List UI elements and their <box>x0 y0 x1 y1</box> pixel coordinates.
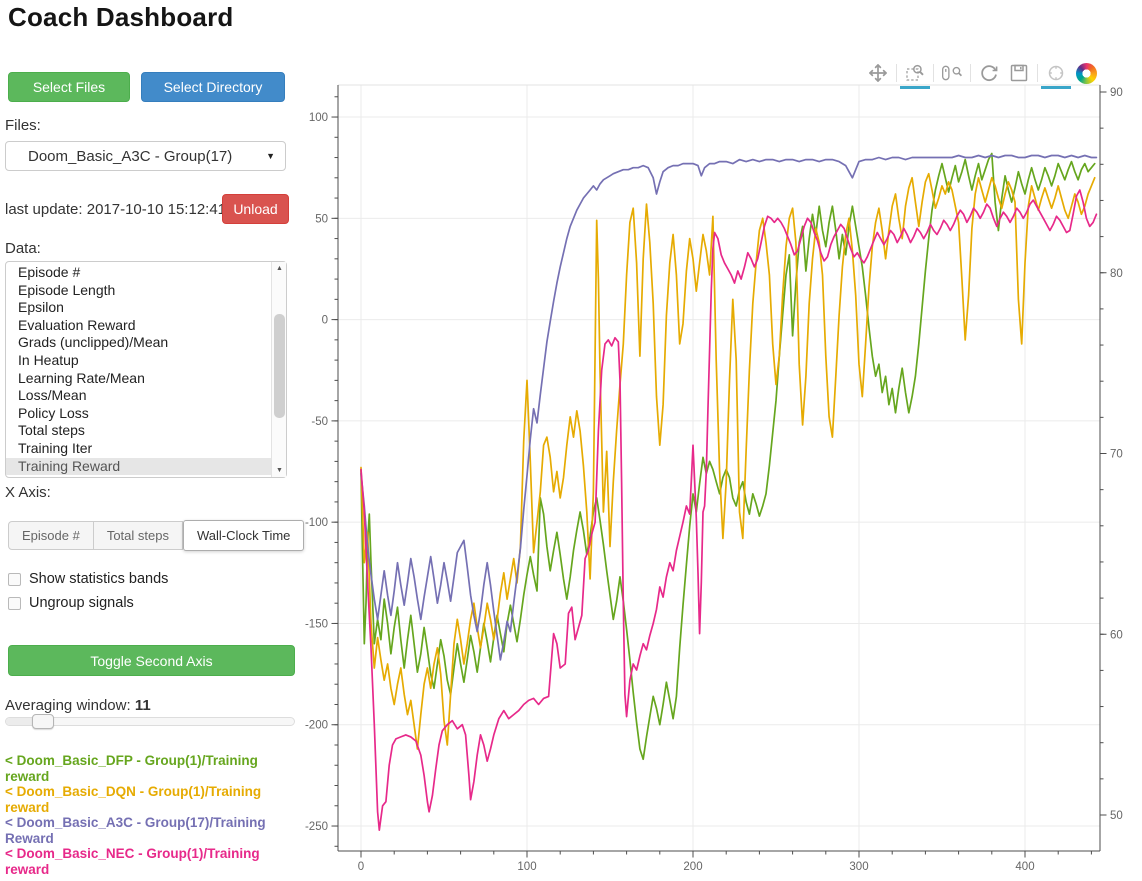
scroll-down-icon[interactable]: ▼ <box>276 467 283 474</box>
data-list-item[interactable]: Grads (unclipped)/Mean <box>18 334 169 351</box>
x-tick-label: 400 <box>1015 861 1034 873</box>
files-label: Files: <box>5 117 41 134</box>
data-list-scrollbar[interactable]: ▲ ▼ <box>271 262 286 477</box>
x-tick-label: 0 <box>358 861 364 873</box>
toolbar-separator <box>896 64 897 82</box>
data-list-item[interactable]: Learning Rate/Mean <box>18 369 145 386</box>
y-tick-label: 50 <box>315 213 328 225</box>
x-tick-label: 100 <box>517 861 536 873</box>
y-tick-label: 0 <box>322 315 328 327</box>
active-tool-underline <box>900 86 930 89</box>
series-line-doom_basic_nec <box>360 189 1098 831</box>
y2-tick-label: 70 <box>1110 449 1123 461</box>
x-axis-option-wall-clock-time[interactable]: Wall-Clock Time <box>182 520 305 551</box>
averaging-window-row: Averaging window: 11 <box>5 697 151 714</box>
series-line-doom_basic_dqn <box>360 172 1096 750</box>
data-list-item[interactable]: In Heatup <box>18 351 79 368</box>
save-icon[interactable] <box>1007 61 1031 85</box>
x-tick-label: 200 <box>683 861 702 873</box>
show-statistics-bands-row[interactable]: Show statistics bands <box>8 571 168 587</box>
unload-button[interactable]: Unload <box>222 194 289 224</box>
data-list-item[interactable]: Training Reward <box>6 457 286 476</box>
toggle-second-axis-button[interactable]: Toggle Second Axis <box>8 645 295 676</box>
legend-entry[interactable]: < Doom_Basic_NEC - Group(1)/Training rew… <box>5 846 260 877</box>
hover-icon[interactable] <box>1041 61 1071 89</box>
files-dropdown-value: Doom_Basic_A3C - Group(17) <box>28 147 233 165</box>
bokeh-logo[interactable] <box>1074 61 1098 85</box>
x-tick-label: 300 <box>849 861 868 873</box>
select-files-button[interactable]: Select Files <box>8 72 130 102</box>
y-tick-label: -200 <box>305 720 328 732</box>
ungroup-signals-row[interactable]: Ungroup signals <box>8 595 134 611</box>
legend-entry[interactable]: < Doom_Basic_A3C - Group(17)/Training Re… <box>5 815 266 846</box>
wheel-zoom-icon[interactable] <box>940 61 964 85</box>
y-tick-label: -100 <box>305 517 328 529</box>
toolbar-separator <box>970 64 971 82</box>
data-list-item[interactable]: Policy Loss <box>18 404 89 421</box>
x-axis-label: X Axis: <box>5 484 51 501</box>
toolbar-separator <box>1037 64 1038 82</box>
y2-tick-label: 90 <box>1110 87 1123 99</box>
reset-icon[interactable] <box>977 61 1001 85</box>
files-dropdown[interactable]: Doom_Basic_A3C - Group(17) ▼ <box>5 141 286 171</box>
series-line-doom_basic_a3c <box>360 154 1098 661</box>
legend-entry[interactable]: < Doom_Basic_DQN - Group(1)/Training rew… <box>5 784 262 815</box>
ungroup-signals-checkbox[interactable] <box>8 596 21 610</box>
signals-legend: < Doom_Basic_DFP - Group(1)/Training rew… <box>5 753 297 877</box>
data-label: Data: <box>5 240 41 257</box>
plot-toolbar <box>866 60 1098 89</box>
y-tick-label: 100 <box>309 112 328 124</box>
legend-entry[interactable]: < Doom_Basic_DFP - Group(1)/Training rew… <box>5 753 258 784</box>
data-list-item[interactable]: Epsilon <box>18 299 64 316</box>
page-title: Coach Dashboard <box>8 2 234 32</box>
pan-icon[interactable] <box>866 61 890 85</box>
scroll-up-icon[interactable]: ▲ <box>276 265 283 272</box>
y2-tick-label: 50 <box>1110 810 1123 822</box>
y-tick-label: -150 <box>305 618 328 630</box>
toolbar-separator <box>933 64 934 82</box>
bokeh-logo-icon <box>1075 62 1097 84</box>
slider-thumb[interactable] <box>32 714 54 729</box>
active-tool-underline <box>1041 86 1071 89</box>
series-line-doom_basic_dfp <box>360 152 1096 761</box>
select-directory-button[interactable]: Select Directory <box>141 72 285 102</box>
y-tick-label: -50 <box>311 416 328 428</box>
data-list-item[interactable]: Training Iter <box>18 439 93 456</box>
data-list-item[interactable]: Total steps <box>18 422 85 439</box>
data-list[interactable]: Episode # Episode Length Epsilon Evaluation… <box>5 261 287 478</box>
data-list-item[interactable]: Loss/Mean <box>18 387 87 404</box>
show-statistics-bands-label: Show statistics bands <box>29 571 169 587</box>
data-list-item[interactable]: Episode # <box>18 264 81 280</box>
x-axis-option-episode-[interactable]: Episode # <box>8 521 94 550</box>
data-list-item[interactable]: Episode Length <box>18 281 116 298</box>
ungroup-signals-label: Ungroup signals <box>29 595 134 611</box>
x-axis-option-total-steps[interactable]: Total steps <box>93 521 183 550</box>
averaging-window-value: 11 <box>134 697 151 714</box>
last-update-text: last update: 2017-10-10 15:12:41 <box>5 201 227 218</box>
show-statistics-bands-checkbox[interactable] <box>8 572 21 586</box>
box-zoom-icon[interactable] <box>900 61 930 89</box>
averaging-window-label: Averaging window: <box>5 697 131 714</box>
y-tick-label: -250 <box>305 821 328 833</box>
y2-tick-label: 60 <box>1110 629 1123 641</box>
data-list-item[interactable]: Evaluation Reward <box>18 316 136 333</box>
averaging-window-slider[interactable] <box>5 714 295 729</box>
chevron-down-icon: ▼ <box>266 151 275 161</box>
chart-series <box>360 152 1098 831</box>
plot-axes: 100 50 0 -50 -100 -150 -200 -250 90 80 70 60 50 0 100 2… <box>305 85 1123 873</box>
scrollbar-thumb[interactable] <box>274 314 285 418</box>
slider-fill <box>6 718 36 725</box>
y2-tick-label: 80 <box>1110 268 1123 280</box>
x-axis-button-group: Episode # Total steps Wall-Clock Time <box>8 520 305 551</box>
